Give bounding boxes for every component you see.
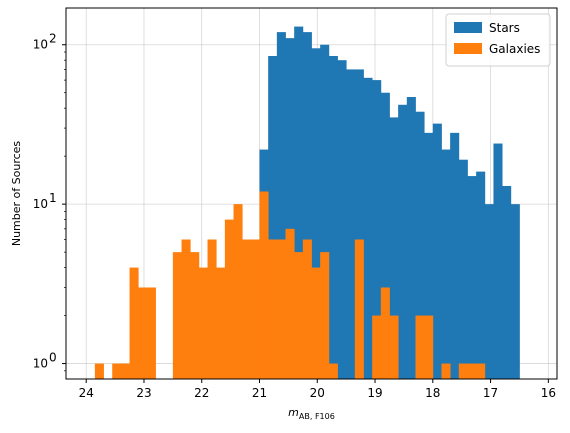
y-tick-exponent: 1	[49, 191, 57, 205]
histogram-bar	[120, 363, 130, 379]
y-tick-label: 10	[33, 197, 48, 211]
series-stars	[259, 26, 520, 380]
histogram-bar	[268, 239, 278, 379]
histogram-bar	[502, 185, 512, 379]
histogram-bar	[190, 252, 200, 379]
histogram-bar	[415, 315, 425, 379]
y-tick-label: 10	[33, 38, 48, 52]
histogram-bar	[294, 252, 304, 379]
x-axis-label-main: m	[288, 406, 299, 419]
histogram-bar	[276, 32, 286, 379]
histogram-bar	[320, 252, 330, 379]
x-axis-label: mAB, F106	[288, 406, 335, 421]
x-tick-label: 24	[79, 386, 94, 400]
histogram-bar	[224, 219, 234, 379]
x-tick-label: 19	[367, 386, 382, 400]
x-tick-label: 21	[252, 386, 267, 400]
histogram-bar	[94, 363, 104, 379]
x-tick-label: 22	[194, 386, 209, 400]
histogram-bar	[346, 69, 356, 380]
histogram-bar	[268, 55, 278, 380]
histogram-bar	[302, 239, 312, 379]
histogram-bar	[250, 239, 260, 379]
histogram-bar	[458, 363, 468, 379]
x-tick-label: 17	[483, 386, 498, 400]
y-axis-label: Number of Sources	[10, 141, 23, 247]
histogram-bar	[276, 239, 286, 379]
histogram-bar	[380, 287, 390, 379]
histogram-bar	[320, 44, 330, 379]
histogram-bar	[398, 104, 408, 379]
x-tick-label: 20	[310, 386, 325, 400]
series-galaxies	[94, 191, 486, 379]
histogram-bar	[406, 97, 416, 380]
histogram-bar	[259, 191, 269, 379]
histogram-bar	[372, 80, 382, 379]
histogram-bar	[337, 60, 347, 379]
histogram-bar	[484, 204, 494, 379]
histogram-bar	[432, 123, 442, 380]
histogram-bar	[476, 171, 486, 379]
x-axis-label-subscript: AB, F106	[299, 412, 335, 421]
histogram-bar	[458, 159, 468, 379]
y-tick-exponent: 0	[49, 351, 57, 365]
legend-swatch	[454, 22, 482, 33]
x-tick-label: 16	[541, 386, 556, 400]
histogram-bar	[302, 32, 312, 379]
histogram-bar	[198, 267, 208, 379]
legend-swatch	[454, 43, 482, 54]
histogram-bar	[354, 239, 364, 379]
histogram-bar	[510, 204, 520, 379]
histogram-bar	[181, 239, 191, 379]
histogram-bar	[372, 315, 382, 379]
histogram-bar	[441, 149, 451, 379]
histogram-bar	[389, 117, 399, 380]
histogram-bar	[467, 363, 477, 379]
histogram-bar	[328, 55, 338, 380]
histogram-bar	[354, 69, 364, 380]
histogram-bar	[129, 267, 139, 379]
histogram-bar	[172, 252, 182, 379]
histogram-bar	[285, 38, 295, 379]
histogram-bar	[493, 143, 503, 379]
histogram-bar	[450, 132, 460, 379]
y-tick-label: 10	[33, 357, 48, 371]
histogram-bar	[242, 239, 252, 379]
histogram-bar	[380, 92, 390, 379]
y-tick-exponent: 2	[49, 32, 57, 46]
histogram-bar	[389, 315, 399, 379]
histogram-bar	[424, 132, 434, 379]
histogram-bar	[146, 287, 156, 379]
histogram-bar	[207, 239, 217, 379]
legend-label: Stars	[489, 21, 520, 35]
histogram-bar	[216, 267, 226, 379]
histogram-bar	[441, 363, 451, 379]
histogram-bar	[467, 176, 477, 379]
plot-frame	[65, 7, 558, 380]
histogram-bar	[415, 111, 425, 379]
histogram-bar	[138, 287, 148, 379]
histogram-bar	[112, 363, 122, 379]
legend: Stars Galaxies	[445, 13, 551, 67]
histogram-bar	[311, 48, 321, 380]
histogram-bar	[294, 26, 304, 380]
x-tick-label: 23	[136, 386, 151, 400]
legend-label: Galaxies	[489, 42, 540, 56]
x-tick-label: 18	[425, 386, 440, 400]
histogram-bar	[424, 315, 434, 379]
histogram-bar	[476, 363, 486, 379]
histogram-bar	[311, 267, 321, 379]
histogram-bars	[94, 26, 520, 380]
histogram-bar	[285, 228, 295, 379]
histogram-bar	[233, 204, 243, 379]
histogram-bar	[328, 363, 338, 379]
histogram-bar	[363, 77, 373, 379]
